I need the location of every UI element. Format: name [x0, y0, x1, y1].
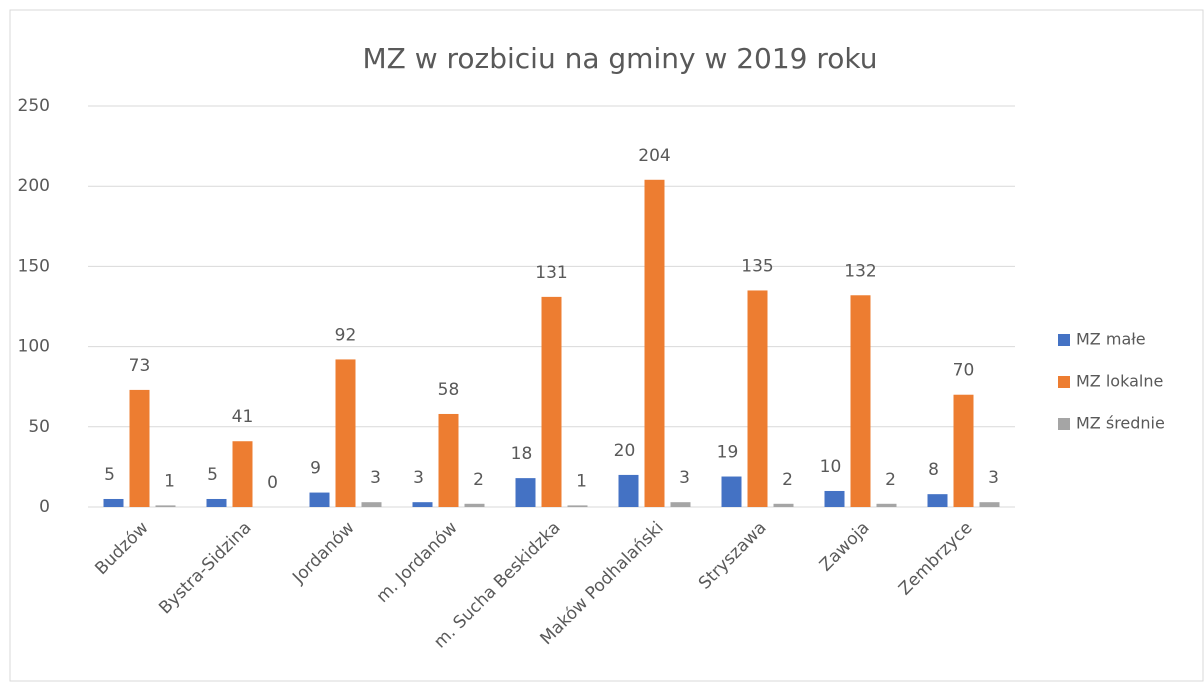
data-label: 1 [576, 471, 587, 491]
data-label: 5 [104, 465, 115, 485]
y-tick-label: 200 [18, 176, 50, 196]
data-label: 132 [844, 261, 876, 281]
y-tick-label: 100 [18, 337, 50, 357]
bar [644, 179, 665, 507]
data-label: 8 [928, 460, 939, 480]
bar [361, 502, 382, 507]
bar [670, 502, 691, 507]
bar [103, 498, 124, 507]
data-label: 131 [535, 263, 567, 283]
bar [541, 296, 562, 507]
bar [747, 290, 768, 507]
data-label: 2 [885, 470, 896, 490]
data-label: 135 [741, 256, 773, 276]
data-label: 5 [207, 465, 218, 485]
bar [438, 413, 459, 507]
data-label: 2 [473, 470, 484, 490]
data-label: 3 [370, 468, 381, 488]
y-tick-label: 250 [18, 96, 50, 116]
legend-swatch [1058, 334, 1070, 346]
y-tick-label: 150 [18, 256, 50, 276]
bar [464, 503, 485, 507]
legend-label: MZ małe [1076, 330, 1146, 349]
data-label: 41 [232, 407, 254, 427]
bar [773, 503, 794, 507]
bar [232, 441, 253, 507]
data-label: 19 [717, 443, 739, 463]
bar [721, 476, 742, 507]
data-label: 1 [164, 471, 175, 491]
bar [927, 494, 948, 507]
data-label: 18 [511, 444, 533, 464]
bar [953, 394, 974, 507]
y-tick-label: 50 [28, 417, 50, 437]
y-tick-label: 0 [39, 497, 50, 517]
data-label: 73 [129, 356, 151, 376]
bar [206, 498, 227, 507]
bar [515, 478, 536, 507]
legend-label: MZ średnie [1076, 414, 1165, 433]
data-label: 0 [267, 473, 278, 493]
legend-swatch [1058, 376, 1070, 388]
data-label: 204 [638, 146, 670, 166]
bar [567, 505, 588, 507]
data-label: 10 [820, 457, 842, 477]
data-label: 9 [310, 459, 321, 479]
bar [824, 490, 845, 507]
bar [129, 389, 150, 507]
data-label: 92 [335, 325, 357, 345]
legend-swatch [1058, 418, 1070, 430]
data-label: 3 [988, 468, 999, 488]
bar [335, 359, 356, 507]
bar [309, 492, 330, 507]
data-label: 70 [953, 361, 975, 381]
legend-label: MZ lokalne [1076, 372, 1163, 391]
data-label: 3 [413, 468, 424, 488]
data-label: 3 [679, 468, 690, 488]
bar [155, 505, 176, 507]
bar [412, 502, 433, 507]
bar [618, 474, 639, 507]
chart-border [9, 9, 1204, 682]
bar [876, 503, 897, 507]
data-label: 20 [614, 441, 636, 461]
bar [850, 295, 871, 507]
data-label: 2 [782, 470, 793, 490]
chart-title: MZ w rozbiciu na gminy w 2019 roku [362, 42, 877, 75]
data-label: 58 [438, 380, 460, 400]
bar [979, 502, 1000, 507]
